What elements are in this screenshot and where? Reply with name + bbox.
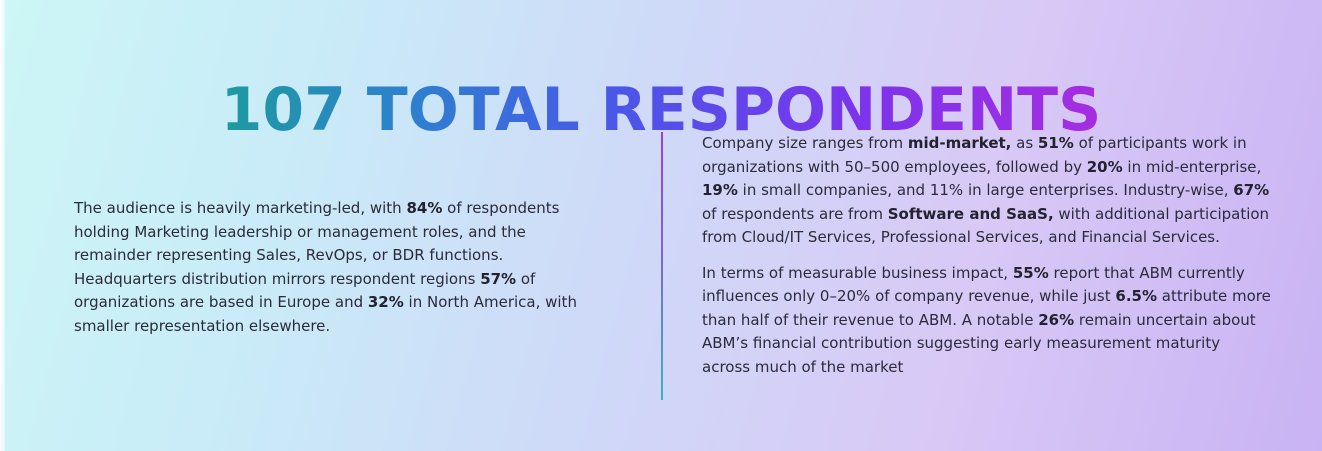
text-span: of organizations are based in Europe and <box>74 269 536 312</box>
left-edge-highlight <box>0 0 5 451</box>
text-span: with additional participation from Cloud… <box>702 204 1270 247</box>
text-span: in mid-enterprise, <box>1122 157 1262 176</box>
audience-paragraph: The audience is heavily marketing-led, w… <box>74 197 604 338</box>
text-span: attribute more than half of their revenu… <box>702 287 1271 329</box>
business-impact-paragraph: In terms of measurable business impact, … <box>702 262 1272 380</box>
highlight-software-saas: Software and SaaS, <box>887 204 1054 223</box>
stat-mid-market-share: 51% <box>1037 134 1074 152</box>
text-span: remain uncertain about ABM’s financial c… <box>702 310 1256 376</box>
stat-software-saas-share: 67% <box>1233 181 1270 199</box>
stat-marketing-share: 84% <box>406 199 443 217</box>
text-span: In terms of measurable business impact, <box>702 263 1013 282</box>
stat-europe-share: 57% <box>480 269 517 288</box>
text-span: report that ABM currently influences onl… <box>702 263 1245 306</box>
text-span: in small companies, and 11% in large ent… <box>737 181 1234 199</box>
stat-uncertain-share: 26% <box>1038 310 1075 329</box>
text-span: The audience is heavily marketing-led, w… <box>74 199 407 217</box>
column-divider <box>661 132 663 400</box>
text-span: of respondents are from <box>702 204 888 223</box>
stat-north-america-share: 32% <box>367 293 404 311</box>
text-span: Company size ranges from <box>702 134 908 152</box>
right-column: Company size ranges from mid-market, as … <box>702 132 1272 379</box>
page-title: 107 TOTAL RESPONDENTS <box>0 72 1322 148</box>
stat-mid-enterprise-share: 20% <box>1086 157 1123 176</box>
text-span: of respondents holding Marketing leaders… <box>74 199 560 288</box>
stat-low-influence-share: 55% <box>1012 263 1049 282</box>
stat-high-influence-share: 6.5% <box>1115 287 1158 305</box>
text-span: of participants work in organizations wi… <box>702 134 1247 176</box>
highlight-mid-market: mid-market, <box>907 134 1012 152</box>
text-span: as <box>1011 134 1038 152</box>
text-span: in North America, with smaller represent… <box>74 293 577 335</box>
left-column: The audience is heavily marketing-led, w… <box>74 197 604 338</box>
page-title-text: 107 TOTAL RESPONDENTS <box>220 75 1102 146</box>
company-size-paragraph: Company size ranges from mid-market, as … <box>702 132 1272 250</box>
stat-small-company-share: 19% <box>702 181 738 199</box>
